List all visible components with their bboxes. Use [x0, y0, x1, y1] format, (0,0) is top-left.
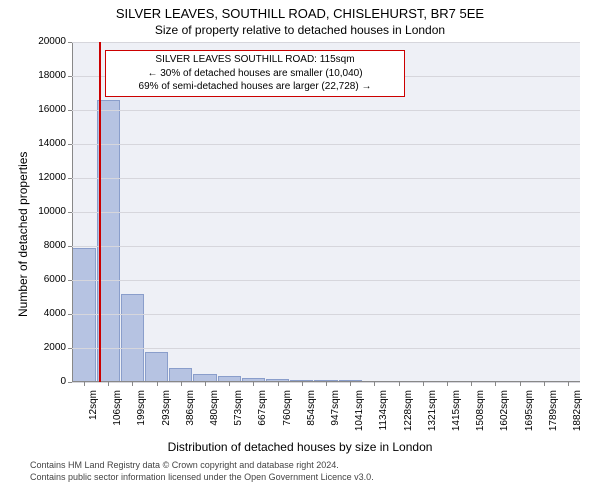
annotation-line-2: ← 30% of detached houses are smaller (10…	[112, 67, 398, 81]
property-marker-line	[99, 42, 101, 382]
x-tick-label: 947sqm	[330, 390, 341, 440]
x-tick	[132, 382, 133, 386]
x-tick-label: 1789sqm	[548, 390, 559, 440]
x-tick-label: 386sqm	[185, 390, 196, 440]
x-tick	[399, 382, 400, 386]
x-tick	[253, 382, 254, 386]
histogram-bar	[145, 352, 168, 382]
y-tick-label: 16000	[16, 104, 66, 115]
chart-container: { "titles": { "main": "SILVER LEAVES, SO…	[0, 0, 600, 500]
copyright-text: Contains HM Land Registry data © Crown c…	[30, 460, 374, 483]
y-gridline	[72, 144, 580, 145]
x-tick	[205, 382, 206, 386]
y-tick	[68, 280, 72, 281]
y-tick	[68, 76, 72, 77]
x-axis-title: Distribution of detached houses by size …	[0, 440, 600, 454]
x-tick	[374, 382, 375, 386]
y-tick	[68, 246, 72, 247]
x-tick-label: 1508sqm	[475, 390, 486, 440]
x-tick-label: 480sqm	[209, 390, 220, 440]
y-tick-label: 6000	[16, 274, 66, 285]
x-tick-label: 1321sqm	[427, 390, 438, 440]
x-tick	[495, 382, 496, 386]
y-gridline	[72, 280, 580, 281]
y-gridline	[72, 178, 580, 179]
x-tick	[229, 382, 230, 386]
x-tick-label: 199sqm	[136, 390, 147, 440]
copyright-line-2: Contains public sector information licen…	[30, 472, 374, 484]
x-tick	[326, 382, 327, 386]
x-tick	[447, 382, 448, 386]
y-tick	[68, 212, 72, 213]
y-tick-label: 18000	[16, 70, 66, 81]
y-gridline	[72, 348, 580, 349]
x-tick	[471, 382, 472, 386]
y-tick	[68, 178, 72, 179]
x-tick-label: 854sqm	[306, 390, 317, 440]
y-tick-label: 20000	[16, 36, 66, 47]
y-tick-label: 8000	[16, 240, 66, 251]
y-tick-label: 2000	[16, 342, 66, 353]
y-gridline	[72, 42, 580, 43]
x-tick-label: 667sqm	[257, 390, 268, 440]
x-tick	[302, 382, 303, 386]
x-tick	[181, 382, 182, 386]
x-tick-label: 106sqm	[112, 390, 123, 440]
x-tick	[84, 382, 85, 386]
x-tick	[544, 382, 545, 386]
x-tick-label: 1134sqm	[378, 390, 389, 440]
x-tick	[423, 382, 424, 386]
x-tick-label: 1695sqm	[524, 390, 535, 440]
annotation-box: SILVER LEAVES SOUTHILL ROAD: 115sqm ← 30…	[105, 50, 405, 97]
x-tick-label: 1041sqm	[354, 390, 365, 440]
y-gridline	[72, 110, 580, 111]
copyright-line-1: Contains HM Land Registry data © Crown c…	[30, 460, 374, 472]
x-tick	[350, 382, 351, 386]
x-tick-label: 1415sqm	[451, 390, 462, 440]
x-tick-label: 760sqm	[282, 390, 293, 440]
y-gridline	[72, 246, 580, 247]
chart-title-sub: Size of property relative to detached ho…	[0, 21, 600, 37]
annotation-line-1: SILVER LEAVES SOUTHILL ROAD: 115sqm	[112, 53, 398, 67]
x-tick	[278, 382, 279, 386]
histogram-bar	[169, 368, 192, 382]
annotation-line-3: 69% of semi-detached houses are larger (…	[112, 80, 398, 94]
x-tick-label: 573sqm	[233, 390, 244, 440]
x-tick-label: 1882sqm	[572, 390, 583, 440]
y-tick	[68, 314, 72, 315]
x-tick	[108, 382, 109, 386]
y-tick	[68, 382, 72, 383]
y-tick-label: 12000	[16, 172, 66, 183]
y-tick	[68, 110, 72, 111]
y-gridline	[72, 314, 580, 315]
chart-title-main: SILVER LEAVES, SOUTHILL ROAD, CHISLEHURS…	[0, 0, 600, 21]
y-gridline	[72, 212, 580, 213]
y-tick-label: 0	[16, 376, 66, 387]
y-tick-label: 14000	[16, 138, 66, 149]
x-tick	[568, 382, 569, 386]
x-tick-label: 12sqm	[88, 390, 99, 440]
y-tick	[68, 144, 72, 145]
x-tick-label: 1228sqm	[403, 390, 414, 440]
y-tick	[68, 42, 72, 43]
x-tick-label: 293sqm	[161, 390, 172, 440]
x-tick	[157, 382, 158, 386]
y-tick-label: 4000	[16, 308, 66, 319]
y-tick	[68, 348, 72, 349]
x-tick-label: 1602sqm	[499, 390, 510, 440]
y-tick-label: 10000	[16, 206, 66, 217]
histogram-bar	[121, 294, 144, 382]
x-tick	[520, 382, 521, 386]
